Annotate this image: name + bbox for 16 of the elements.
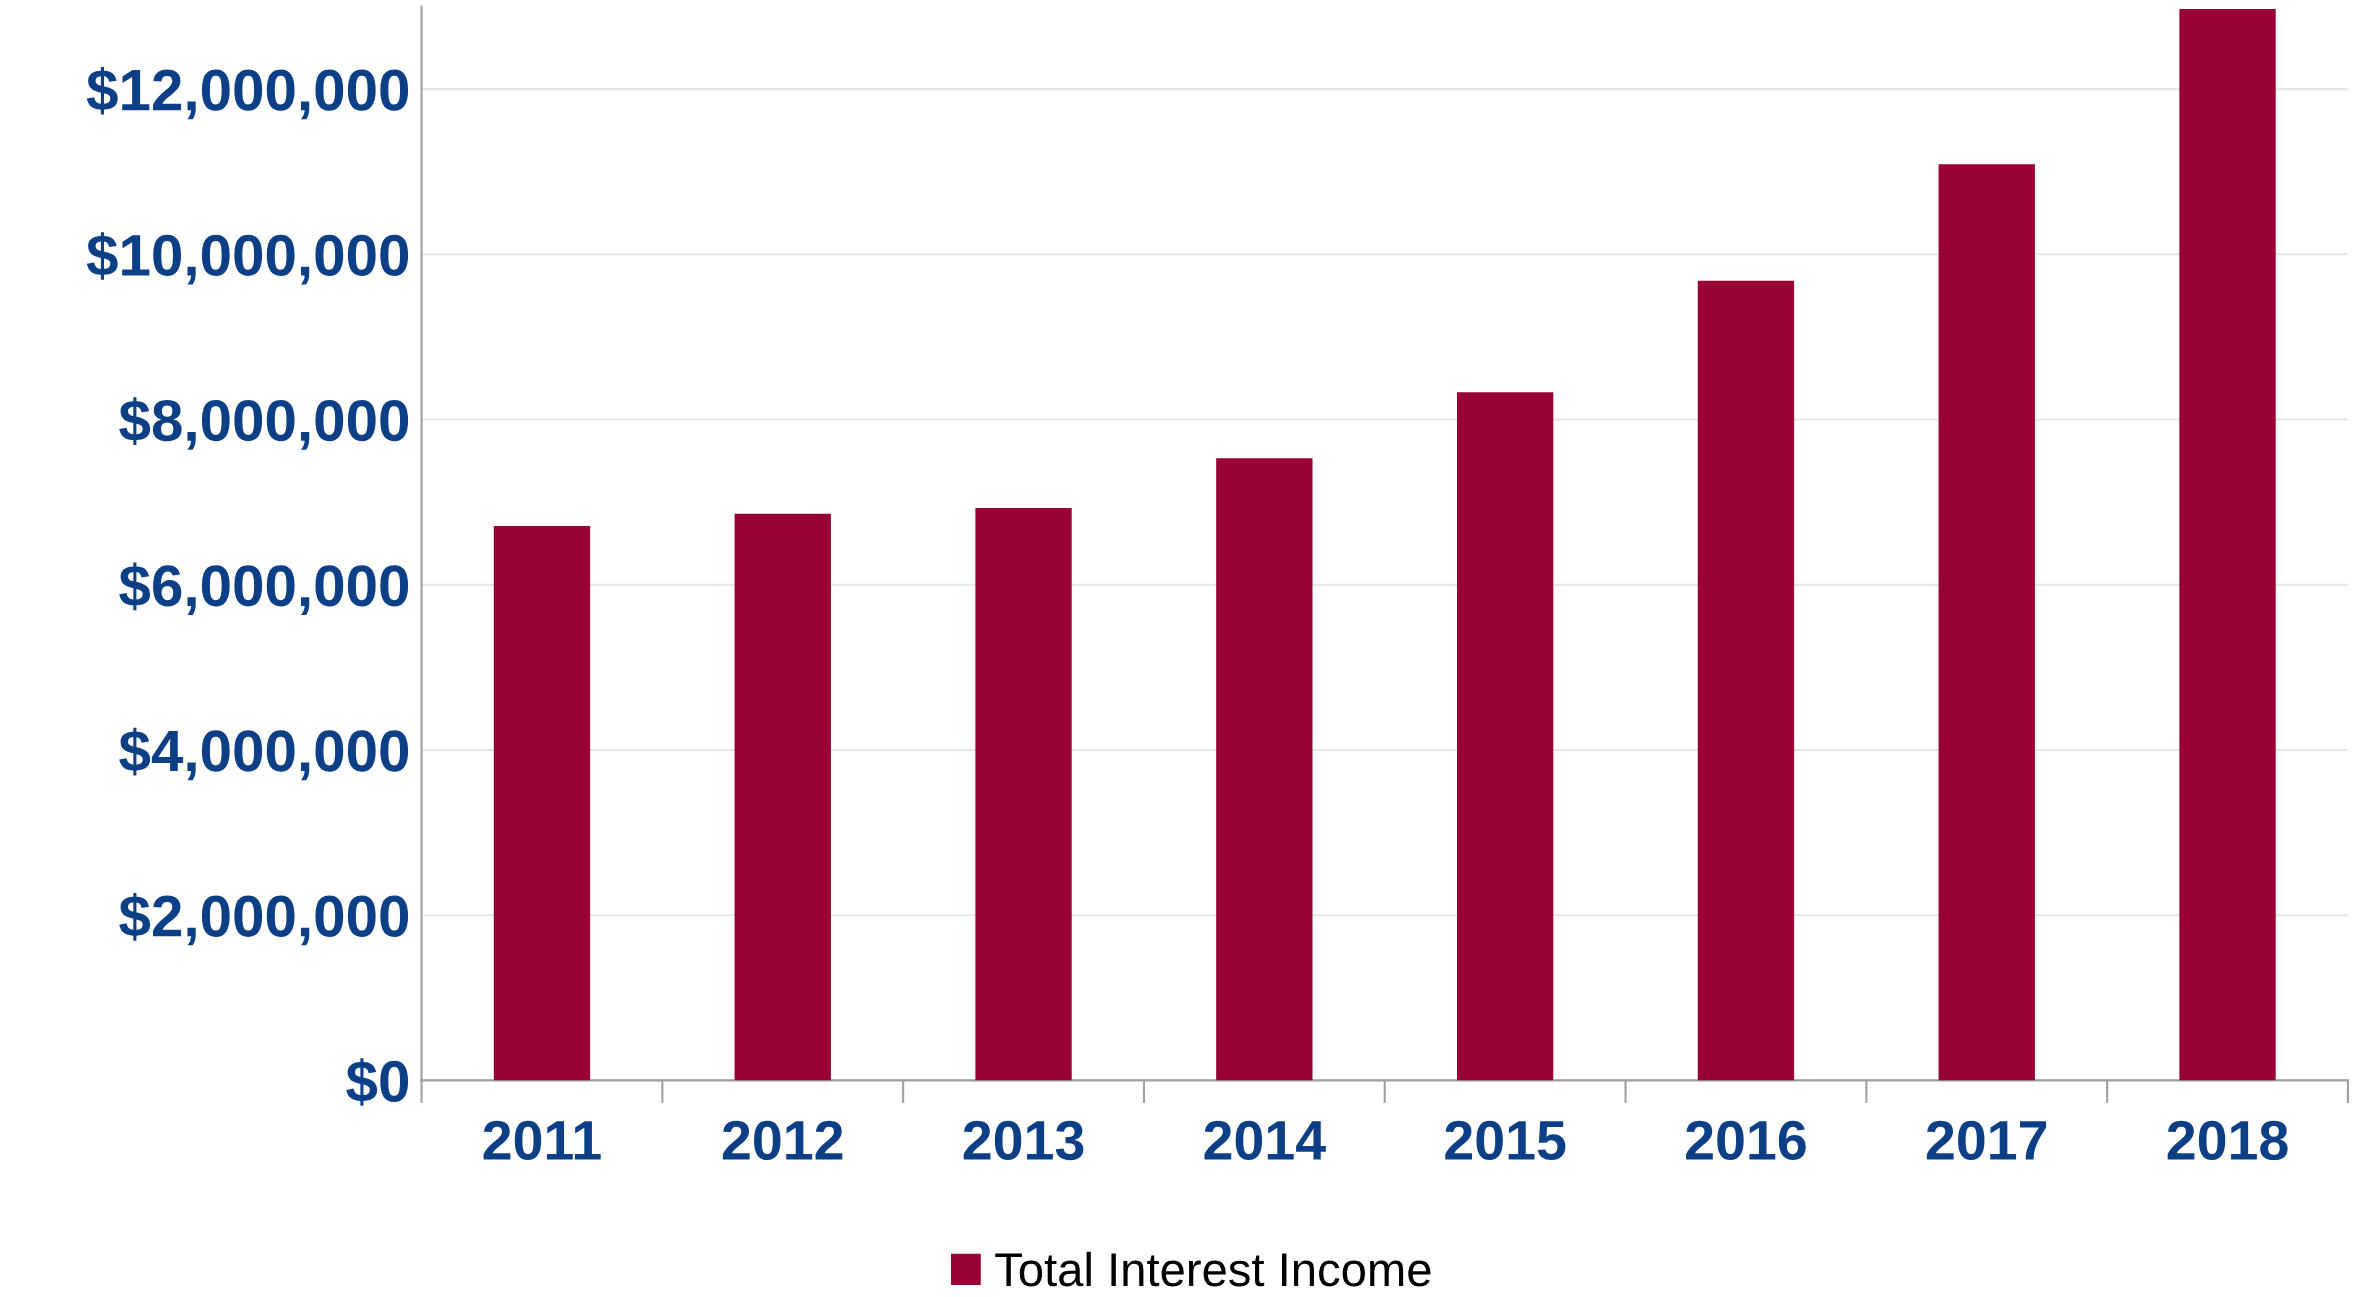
x-tick-label: 2015 — [1445, 1120, 1566, 1161]
x-tick-label: 2011 — [483, 1120, 601, 1161]
x-tick-label: 2018 — [2167, 1120, 2288, 1161]
x-tick-label: 2016 — [1686, 1120, 1806, 1161]
y-tick-label: $12,000,000 — [86, 66, 409, 120]
x-tick-label: 2017 — [1926, 1120, 2047, 1161]
y-tick-label: $8,000,000 — [119, 397, 409, 450]
x-tick-label: 2013 — [963, 1120, 1084, 1161]
legend-label: Total Interest Income — [995, 1251, 1431, 1287]
y-tick-label: $0 — [346, 1058, 409, 1106]
x-tick-label: 2012 — [722, 1120, 843, 1161]
y-tick-label: $6,000,000 — [119, 562, 409, 615]
y-tick-label: $10,000,000 — [86, 232, 409, 285]
x-tick-label: 2014 — [1204, 1120, 1326, 1161]
y-tick-label: $2,000,000 — [119, 893, 409, 946]
y-tick-label: $4,000,000 — [119, 727, 409, 781]
